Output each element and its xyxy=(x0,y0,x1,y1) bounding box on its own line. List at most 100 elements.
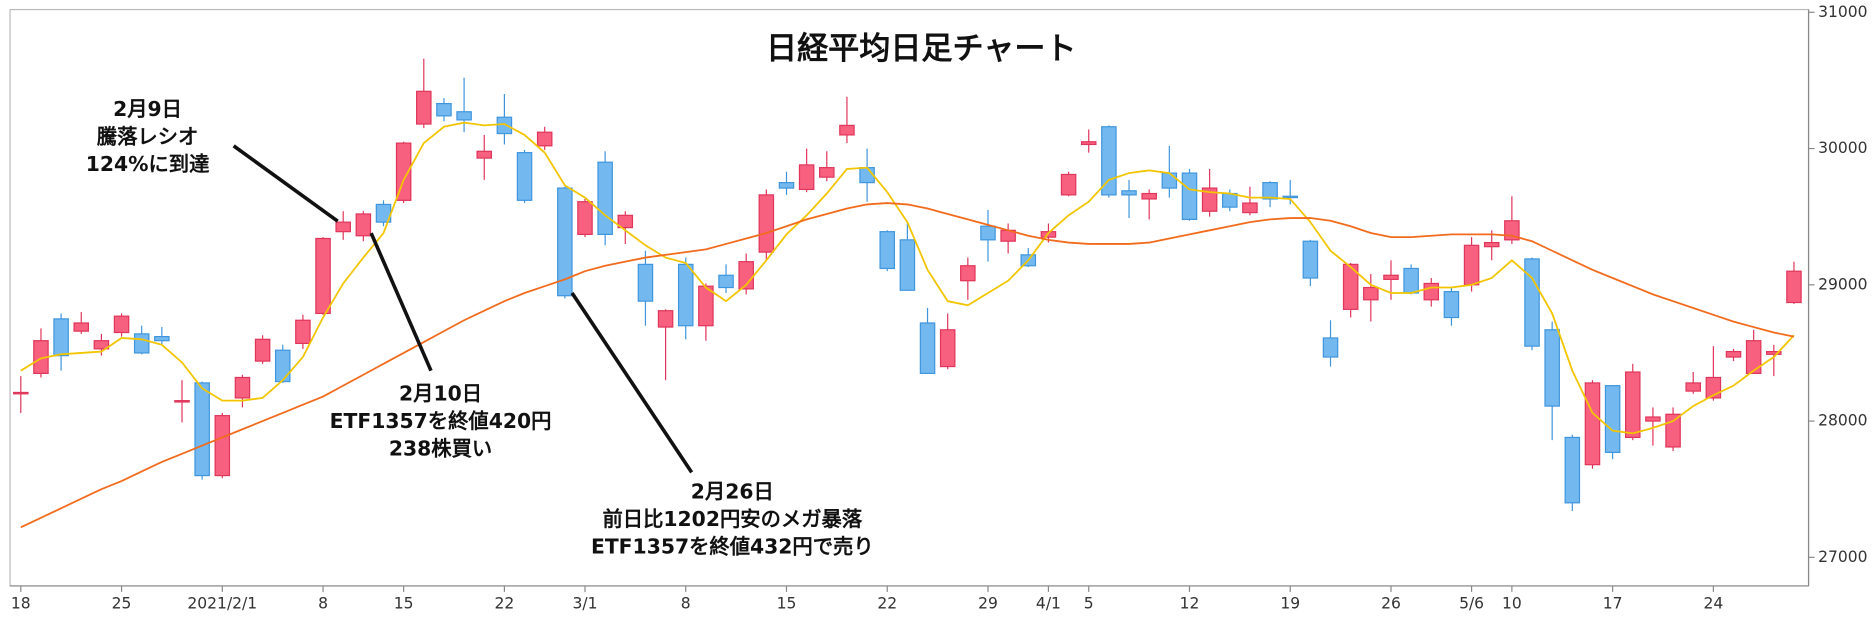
candle-body xyxy=(295,319,311,345)
candle-body xyxy=(1363,286,1379,301)
candle-body xyxy=(1060,173,1077,196)
candle-body xyxy=(1121,190,1137,196)
candle-body xyxy=(939,329,956,368)
x-tick-label: 25 xyxy=(112,594,132,612)
annotation-leader xyxy=(369,232,433,372)
candle-body xyxy=(476,150,493,159)
annotation-text: ETF1357を終値420円 xyxy=(330,409,552,433)
candle-body xyxy=(13,391,29,395)
candle-body xyxy=(516,152,533,201)
x-tick-label: 3/1 xyxy=(572,594,597,612)
x-tick-label: 22 xyxy=(877,594,897,612)
candle-body xyxy=(436,102,452,117)
candle-body xyxy=(879,231,896,270)
candle-body xyxy=(718,274,734,289)
candle-body xyxy=(194,382,210,477)
candle-body xyxy=(1685,382,1701,392)
candle-body xyxy=(1584,382,1601,466)
annotation-leader xyxy=(570,291,694,474)
candle-body xyxy=(698,285,714,327)
candle-body xyxy=(133,333,150,354)
candle-body xyxy=(355,213,372,237)
candle-body xyxy=(677,263,694,327)
annotation-text: 2月9日 xyxy=(113,97,182,121)
candle-body xyxy=(254,338,271,362)
candle-body xyxy=(315,237,331,315)
candle-body xyxy=(597,161,613,235)
candle-body xyxy=(1302,240,1319,279)
x-tick-label: 19 xyxy=(1280,594,1300,612)
candle-body xyxy=(395,142,412,201)
candle-body xyxy=(496,116,513,135)
candle-body xyxy=(1181,172,1198,221)
candle-body xyxy=(53,318,69,357)
x-tick-label: 18 xyxy=(11,594,31,612)
candle-body xyxy=(93,340,110,350)
candle-body xyxy=(1463,244,1480,286)
candle-body xyxy=(274,349,291,383)
candle-body xyxy=(1604,385,1621,454)
candle-body xyxy=(456,111,472,121)
candle-body xyxy=(899,239,916,291)
x-tick-label: 5 xyxy=(1084,594,1094,612)
candle-body xyxy=(1443,291,1460,319)
x-tick-label: 15 xyxy=(394,594,414,612)
candle-body xyxy=(234,376,251,399)
candle-body xyxy=(335,221,351,233)
candle-body xyxy=(778,182,795,189)
candle-body xyxy=(73,322,90,332)
candle-body xyxy=(1483,241,1500,248)
candle-body xyxy=(657,310,674,328)
x-tick-label: 26 xyxy=(1381,594,1401,612)
candle-body xyxy=(980,225,996,241)
candle-body xyxy=(1544,329,1560,407)
candle-body xyxy=(617,214,634,229)
annotation-text: ETF1357を終値432円で売り xyxy=(591,535,874,559)
plot-area xyxy=(9,8,1810,587)
candle-body xyxy=(1423,282,1440,301)
candle-body xyxy=(536,131,553,147)
candle-body xyxy=(1645,416,1661,422)
candle-body xyxy=(416,90,432,125)
x-tick-label: 24 xyxy=(1703,594,1723,612)
x-tick-label: 2021/2/1 xyxy=(187,594,257,612)
candle-body xyxy=(1665,413,1681,448)
x-tick-label: 4/1 xyxy=(1036,594,1061,612)
annotation-text: 前日比1202円安のメガ暴落 xyxy=(602,507,862,531)
candle-body xyxy=(1786,270,1802,304)
chart-title: 日経平均日足チャート xyxy=(766,31,1076,67)
candle-body xyxy=(1161,172,1178,189)
candle-body xyxy=(1745,340,1762,374)
annotation-text: 124%に到達 xyxy=(86,152,210,176)
candle-body xyxy=(557,187,573,297)
candle-body xyxy=(174,400,190,403)
candle-body xyxy=(758,194,775,253)
x-tick-label: 29 xyxy=(978,594,998,612)
candle-body xyxy=(1624,371,1641,439)
candle-body xyxy=(214,415,231,477)
candle-body xyxy=(1141,192,1157,200)
moving-average-line xyxy=(20,121,1795,435)
x-tick-label: 5/6 xyxy=(1459,594,1484,612)
candle-body xyxy=(1080,141,1097,146)
moving-average-line xyxy=(20,202,1795,529)
candle-body xyxy=(960,265,976,282)
candle-body xyxy=(919,322,936,374)
y-tick-label: 31000 xyxy=(1818,3,1867,21)
x-tick-label: 22 xyxy=(495,594,515,612)
annotation-text: 2月26日 xyxy=(691,480,774,504)
y-tick-label: 30000 xyxy=(1818,139,1867,157)
candle-body xyxy=(1242,202,1258,214)
candle-body xyxy=(1222,192,1238,208)
candle-body xyxy=(1201,187,1218,212)
candle-body xyxy=(839,124,855,136)
annotation-leader xyxy=(232,144,339,223)
x-tick-label: 10 xyxy=(1502,594,1522,612)
x-tick-label: 8 xyxy=(681,594,691,612)
candle-body xyxy=(819,167,835,178)
candle-body xyxy=(1322,337,1339,358)
annotation-text: 238株買い xyxy=(389,437,492,461)
y-tick-label: 28000 xyxy=(1818,412,1867,430)
candle-body xyxy=(1383,274,1399,280)
